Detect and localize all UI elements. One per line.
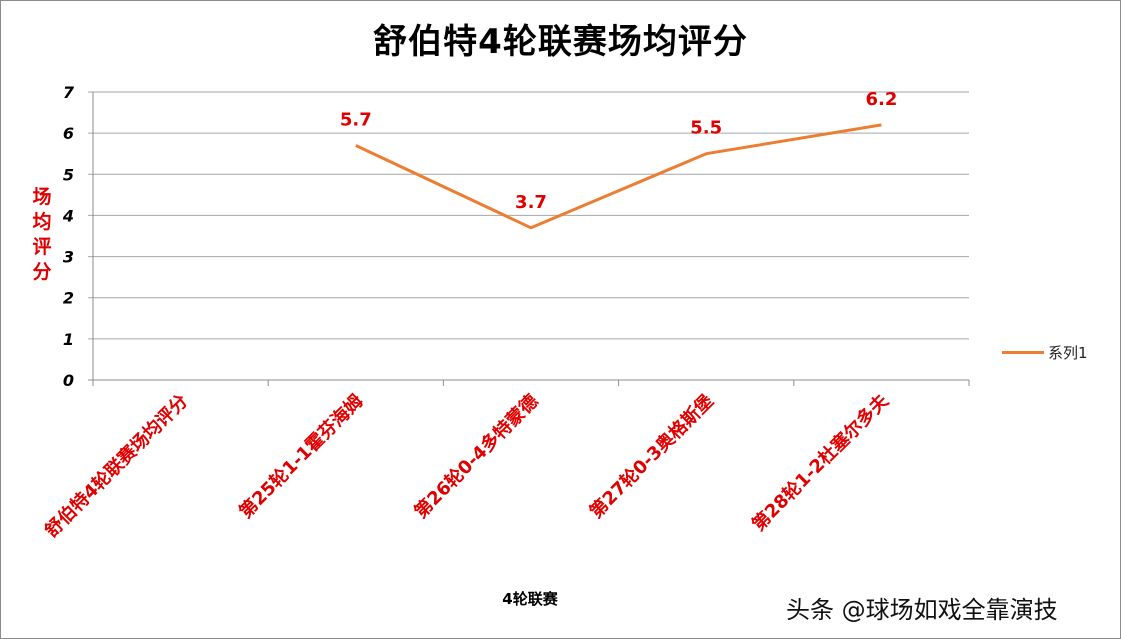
x-category-label: 第27轮0-3奥格斯堡 <box>585 390 718 523</box>
y-axis-label-char: 场 <box>32 186 52 208</box>
y-tick-label: 1 <box>63 330 74 349</box>
x-axis-label: 4轮联赛 <box>502 590 558 608</box>
y-tick-label: 7 <box>63 83 75 102</box>
data-label: 3.7 <box>515 192 547 213</box>
y-tick-label: 6 <box>63 124 74 143</box>
data-label: 6.2 <box>865 89 897 110</box>
data-label: 5.5 <box>690 118 722 139</box>
y-tick-label: 2 <box>63 289 74 308</box>
x-axis-ticks <box>92 380 970 386</box>
y-axis-label: 场 均 评 分 <box>28 185 56 285</box>
y-tick-label: 0 <box>63 371 74 390</box>
legend-line-swatch <box>1002 351 1044 354</box>
y-tick-label: 4 <box>62 206 74 225</box>
gridlines <box>88 91 969 385</box>
legend-label: 系列1 <box>1048 344 1088 362</box>
data-label: 5.7 <box>340 109 372 130</box>
y-axis-label-char: 均 <box>32 211 52 233</box>
y-tick-label: 3 <box>63 248 74 267</box>
y-axis-label-char: 分 <box>32 261 52 283</box>
x-category-label: 第26轮0-4多特蒙德 <box>410 390 543 523</box>
x-category-label: 第25轮1-1霍芬海姆 <box>235 390 368 523</box>
y-axis-label-char: 评 <box>32 236 52 258</box>
x-category-label: 第28轮1-2杜塞尔多夫 <box>748 389 894 535</box>
y-axis-ticks: 0 1 2 3 4 5 6 7 <box>62 83 75 390</box>
x-category-label: 舒伯特4轮联赛场均评分 <box>40 390 192 542</box>
y-tick-label: 5 <box>63 165 74 184</box>
chart-title: 舒伯特4轮联赛场均评分 <box>373 22 748 62</box>
legend: 系列1 <box>1002 342 1088 363</box>
x-axis-categories: 舒伯特4轮联赛场均评分 第25轮1-1霍芬海姆 第26轮0-4多特蒙德 第27轮0-3… <box>40 389 893 541</box>
series-line <box>355 123 882 230</box>
data-labels: 5.7 3.7 5.5 6.2 <box>340 89 897 213</box>
watermark: 头条 @球场如戏全靠演技 <box>786 596 1058 624</box>
